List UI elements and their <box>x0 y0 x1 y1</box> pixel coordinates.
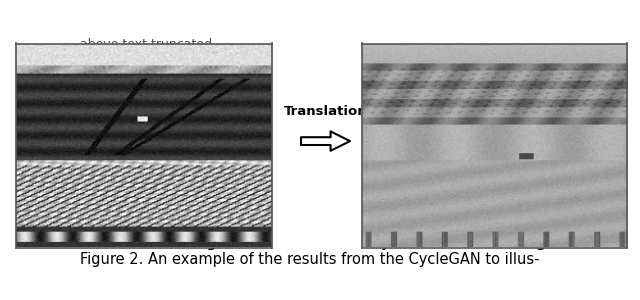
Text: Synthetic Visible Image: Synthetic Visible Image <box>371 236 556 250</box>
Text: Translation: Translation <box>284 105 367 118</box>
Text: IR Image: IR Image <box>157 236 226 250</box>
Text: above text truncated.: above text truncated. <box>80 38 216 51</box>
Text: Figure 2. An example of the results from the CycleGAN to illus-: Figure 2. An example of the results from… <box>80 252 540 267</box>
